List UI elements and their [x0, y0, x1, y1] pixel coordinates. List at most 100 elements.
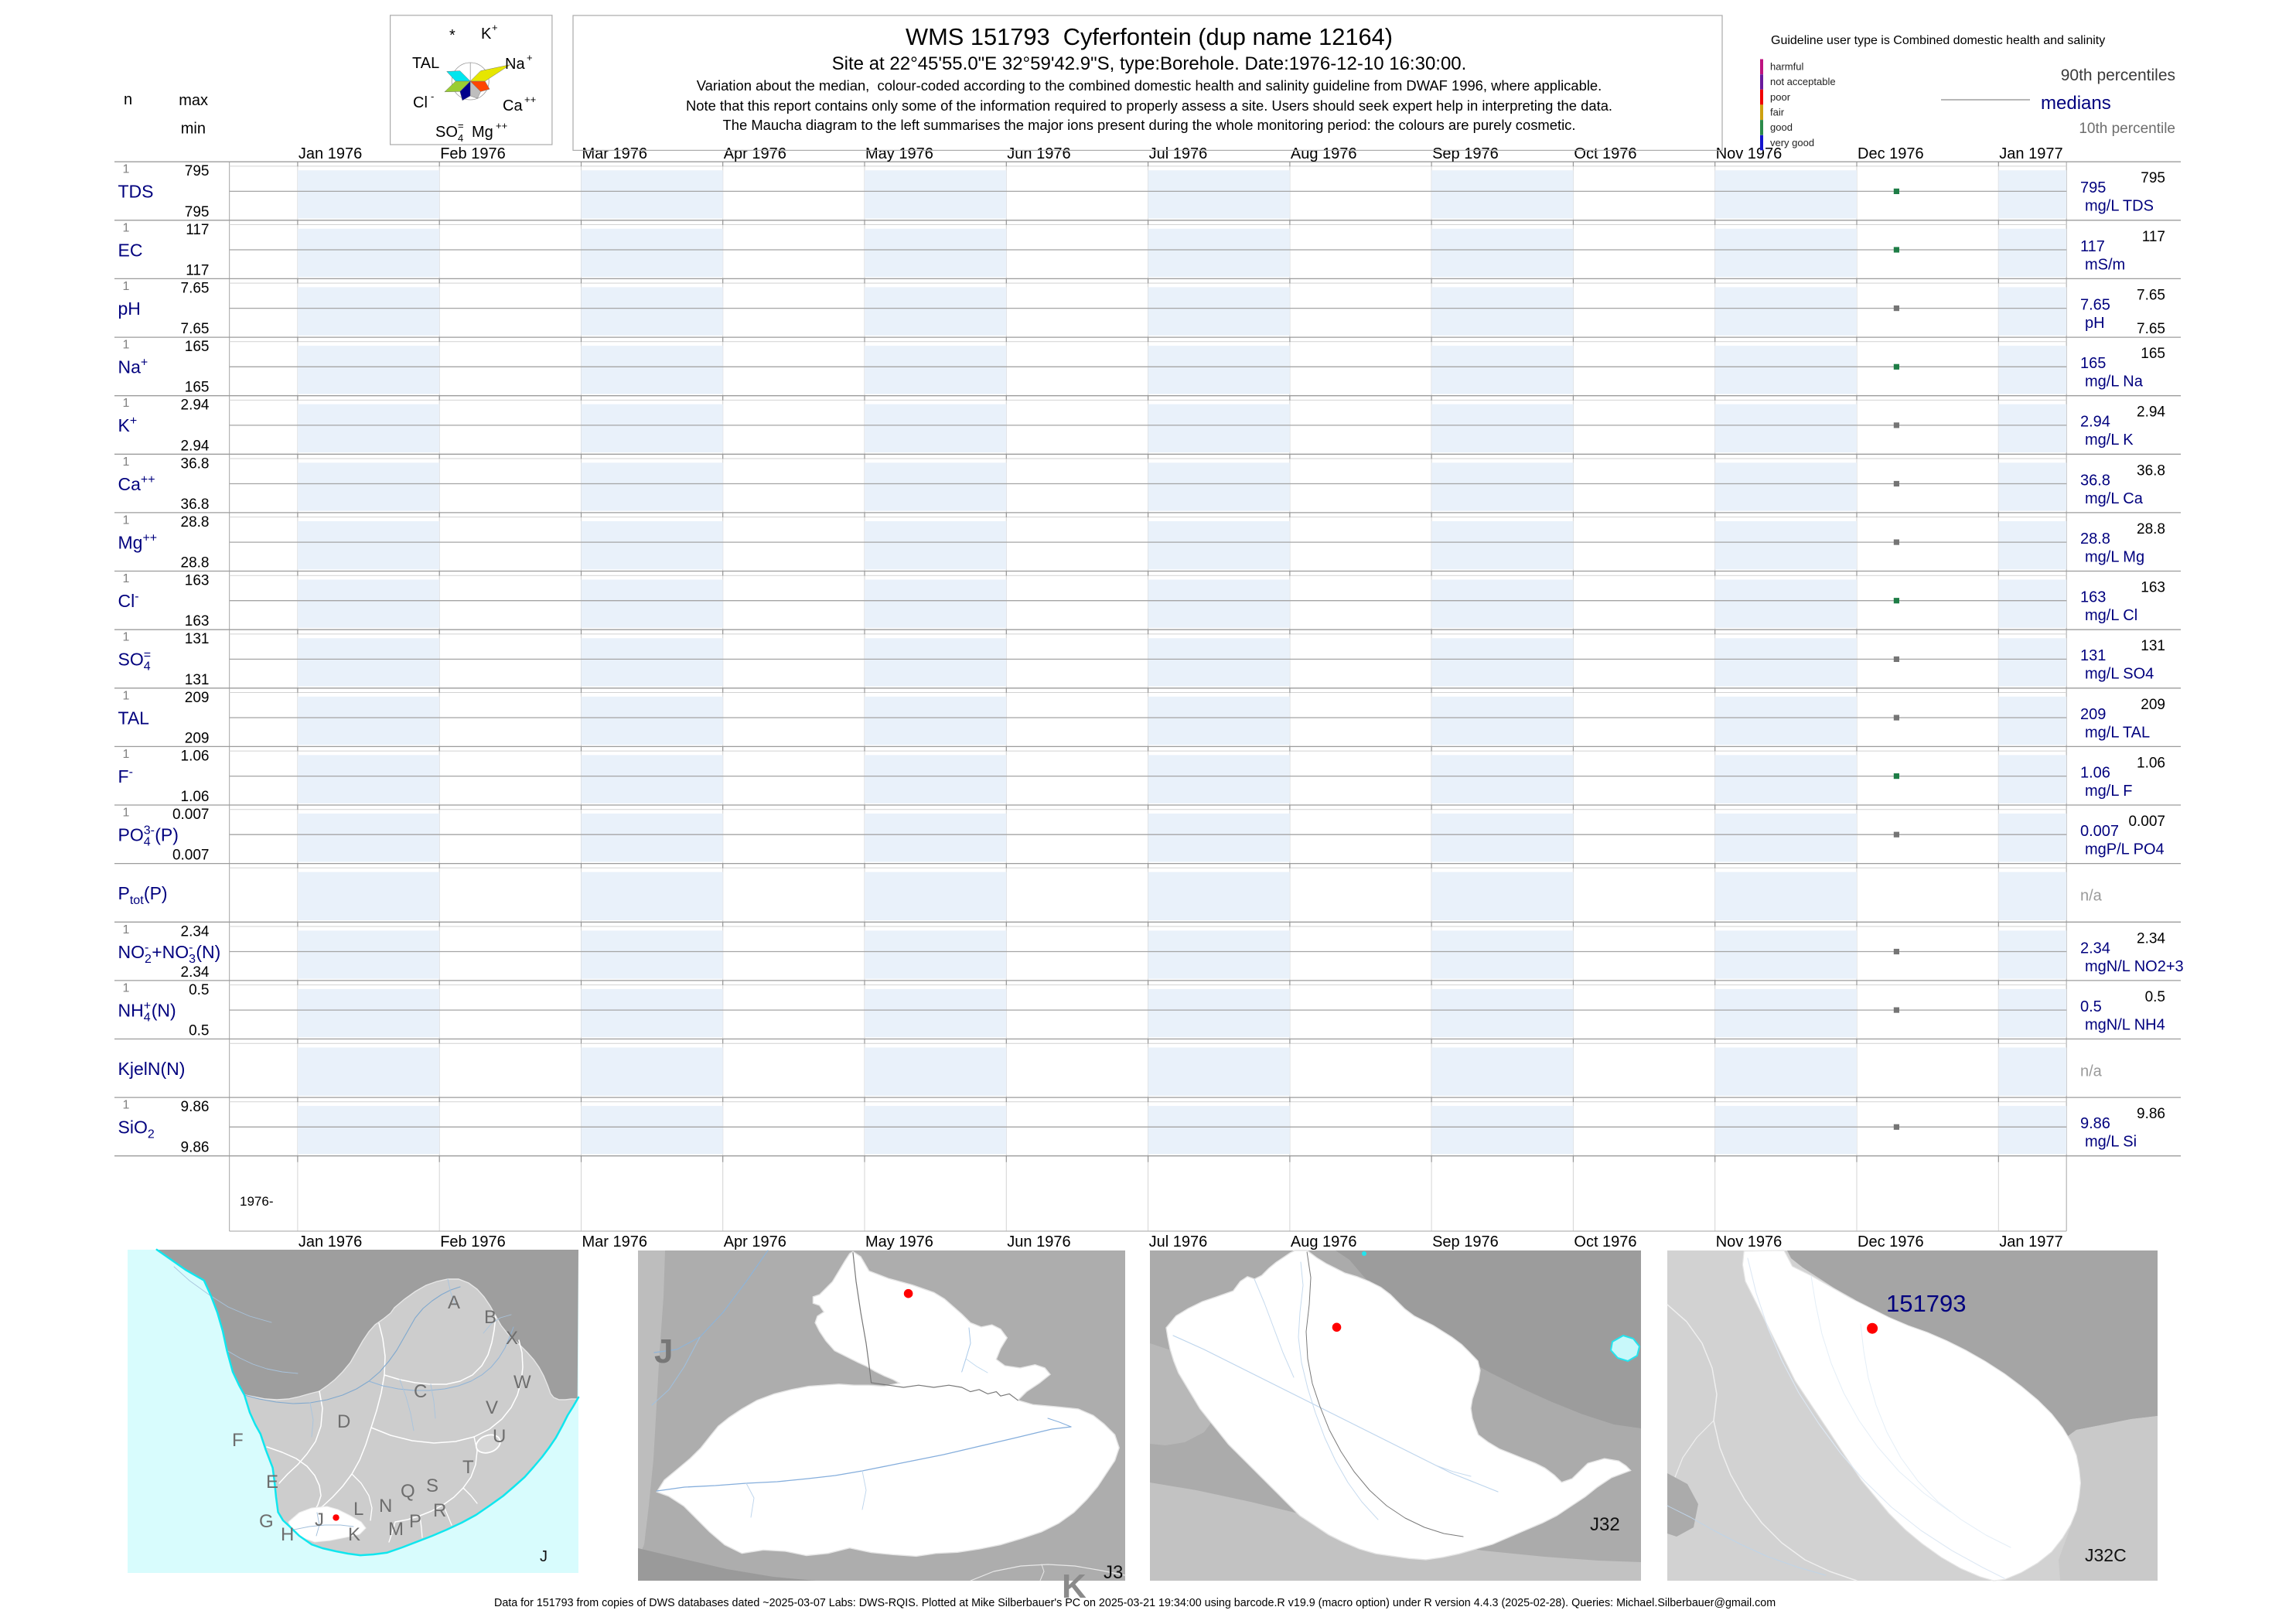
svg-text:PO43- (P): PO43- (P) — [118, 824, 179, 849]
svg-text:Oct 1976: Oct 1976 — [1574, 1233, 1636, 1250]
svg-text:May 1976: May 1976 — [865, 1233, 933, 1250]
svg-text:795: 795 — [185, 204, 210, 220]
svg-text:2.34: 2.34 — [181, 923, 210, 940]
svg-text:2.34: 2.34 — [2080, 940, 2110, 957]
svg-text:mg/L Cl: mg/L Cl — [2085, 607, 2137, 624]
svg-text:May 1976: May 1976 — [865, 145, 933, 162]
svg-text:0.5: 0.5 — [2080, 998, 2102, 1015]
svg-text:pH: pH — [2085, 315, 2105, 332]
svg-text:117: 117 — [186, 262, 209, 278]
svg-text:165: 165 — [185, 380, 210, 396]
svg-text:K: K — [1062, 1568, 1087, 1605]
svg-text:209: 209 — [2080, 706, 2106, 723]
svg-text:mgP/L PO4: mgP/L PO4 — [2085, 841, 2165, 858]
svg-text:A: A — [448, 1292, 460, 1313]
svg-text:H: H — [281, 1524, 294, 1545]
svg-text:Ca: Ca — [503, 97, 523, 114]
svg-text:n/a: n/a — [2080, 888, 2103, 905]
svg-text:1.06: 1.06 — [2080, 764, 2110, 781]
svg-text:Mar 1976: Mar 1976 — [582, 145, 648, 162]
svg-text:36.8: 36.8 — [2080, 472, 2110, 489]
svg-text:1: 1 — [123, 689, 130, 702]
svg-text:SO: SO — [435, 124, 458, 141]
svg-text:1: 1 — [123, 1099, 130, 1112]
svg-text:mg/L Ca: mg/L Ca — [2085, 490, 2144, 507]
svg-text:N: N — [379, 1496, 392, 1517]
svg-text:mg/L Mg: mg/L Mg — [2085, 548, 2144, 565]
svg-text:1: 1 — [123, 397, 130, 410]
svg-text:KjelN(N): KjelN(N) — [118, 1059, 186, 1079]
svg-text:J32: J32 — [1590, 1514, 1620, 1535]
svg-text:n/a: n/a — [2080, 1063, 2103, 1080]
svg-text:U: U — [493, 1426, 506, 1447]
svg-text:90th percentiles: 90th percentiles — [2061, 67, 2175, 84]
svg-text:EC: EC — [118, 240, 143, 260]
svg-text:209: 209 — [185, 730, 210, 746]
svg-text:medians: medians — [2041, 93, 2111, 114]
svg-text:TAL: TAL — [412, 55, 439, 72]
svg-text:163: 163 — [185, 613, 210, 629]
svg-text:E: E — [266, 1472, 278, 1493]
svg-text:165: 165 — [2141, 346, 2165, 362]
svg-text:7.65: 7.65 — [2080, 296, 2110, 313]
svg-text:1: 1 — [123, 748, 130, 761]
svg-text:L: L — [353, 1499, 363, 1520]
svg-text:0.007: 0.007 — [172, 807, 210, 823]
svg-text:9.86: 9.86 — [2080, 1115, 2110, 1132]
svg-text:+: + — [492, 22, 498, 33]
svg-text:P: P — [409, 1511, 421, 1532]
svg-text:795: 795 — [185, 163, 210, 179]
svg-text:131: 131 — [185, 672, 210, 688]
svg-text:good: good — [1770, 121, 1793, 133]
svg-text:Nov 1976: Nov 1976 — [1716, 145, 1783, 162]
svg-text:Jan 1976: Jan 1976 — [299, 145, 362, 162]
svg-text:Note that this report contains: Note that this report contains only some… — [686, 97, 1612, 114]
svg-text:0.007: 0.007 — [2128, 814, 2165, 830]
svg-text:36.8: 36.8 — [181, 496, 210, 513]
svg-text:7.65: 7.65 — [2137, 287, 2165, 303]
svg-text:mgN/L NH4: mgN/L NH4 — [2085, 1016, 2165, 1033]
svg-text:Site at 22°45'55.0"E 32°59'42.: Site at 22°45'55.0"E 32°59'42.9"S, type:… — [832, 53, 1467, 74]
svg-text:Mar 1976: Mar 1976 — [582, 1233, 648, 1250]
svg-text:117: 117 — [186, 222, 209, 238]
svg-text:Guideline user type is Combine: Guideline user type is Combined domestic… — [1771, 34, 2105, 47]
svg-text:795: 795 — [2141, 170, 2165, 186]
svg-text:163: 163 — [2080, 589, 2106, 606]
svg-text:2.34: 2.34 — [2137, 930, 2165, 947]
svg-text:min: min — [181, 121, 206, 138]
svg-text:mg/L TDS: mg/L TDS — [2085, 198, 2154, 215]
svg-text:mS/m: mS/m — [2085, 256, 2125, 273]
svg-text:G: G — [259, 1511, 274, 1532]
svg-text:151793: 151793 — [1886, 1290, 1966, 1317]
svg-text:SO4=: SO4= — [118, 649, 152, 674]
svg-text:1: 1 — [123, 807, 130, 820]
svg-text:Oct 1976: Oct 1976 — [1574, 145, 1636, 162]
svg-text:NH4+ (N): NH4+ (N) — [118, 999, 176, 1024]
svg-text:2.34: 2.34 — [181, 964, 210, 981]
svg-text:209: 209 — [2141, 697, 2165, 713]
svg-text:1.06: 1.06 — [181, 789, 210, 805]
svg-text:V: V — [486, 1397, 498, 1418]
svg-text:TAL: TAL — [118, 708, 150, 728]
svg-text:W: W — [513, 1372, 531, 1393]
svg-text:Cl: Cl — [413, 94, 428, 111]
svg-text:poor: poor — [1770, 91, 1791, 103]
svg-text:131: 131 — [2141, 638, 2165, 654]
svg-text:4: 4 — [458, 132, 463, 144]
svg-text:D: D — [337, 1411, 350, 1432]
svg-text:mg/L F: mg/L F — [2085, 783, 2133, 800]
svg-text:163: 163 — [2141, 580, 2165, 596]
svg-text:Feb 1976: Feb 1976 — [440, 145, 506, 162]
svg-text:9.86: 9.86 — [2137, 1106, 2165, 1122]
svg-text:harmful: harmful — [1770, 61, 1803, 73]
svg-text:Sep 1976: Sep 1976 — [1432, 145, 1499, 162]
svg-text:1: 1 — [123, 513, 130, 527]
svg-text:X: X — [506, 1328, 518, 1349]
svg-text:1: 1 — [123, 221, 130, 234]
svg-text:0.5: 0.5 — [189, 982, 209, 998]
svg-text:Sep 1976: Sep 1976 — [1432, 1233, 1499, 1250]
svg-text:T: T — [462, 1457, 474, 1478]
svg-text:K: K — [481, 26, 492, 43]
svg-text:-: - — [431, 90, 434, 102]
svg-text:Dec 1976: Dec 1976 — [1858, 145, 1924, 162]
